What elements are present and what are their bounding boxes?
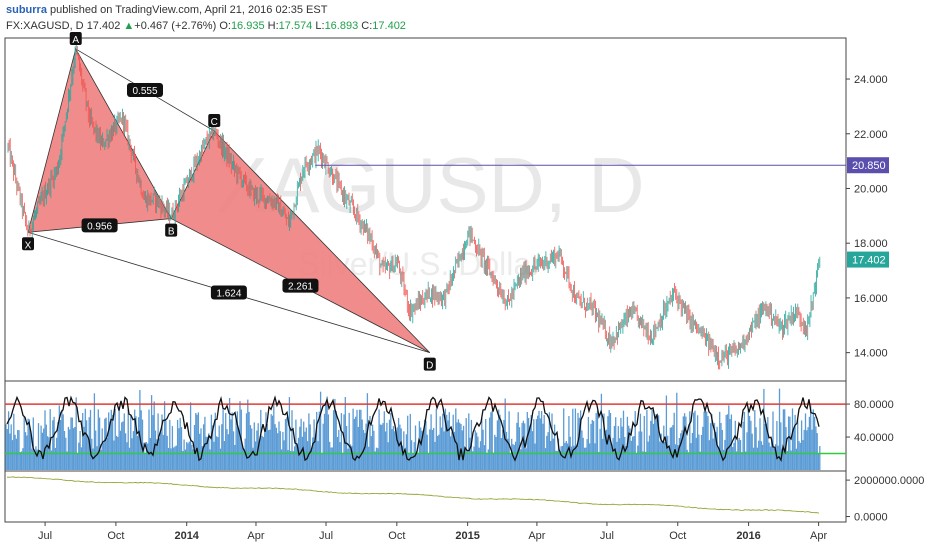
time-tick-label: 2014	[174, 530, 199, 542]
price-change: +0.467 (+2.76%)	[134, 20, 217, 32]
ratio-label-box	[282, 278, 319, 293]
lower-indicator-pane	[7, 476, 820, 514]
point-label-box	[22, 237, 35, 251]
price-tick-label: 18.000	[854, 238, 888, 250]
price-tick-label: 24.000	[854, 74, 888, 86]
price-line-badge	[847, 157, 889, 174]
point-label-box	[165, 223, 178, 237]
publish-info: published on TradingView.com, April 21, …	[50, 4, 328, 16]
time-tick-label: Oct	[107, 530, 124, 542]
high-label: H:	[267, 20, 279, 32]
price-candles	[7, 43, 846, 370]
price-line-label: 20.850	[852, 160, 886, 172]
plot-border	[4, 37, 847, 523]
lower-tick-label: 0.0000	[854, 512, 888, 524]
time-tick-label: Apr	[810, 530, 827, 542]
ratio-label: 2.261	[288, 282, 313, 293]
point-label-b: B	[168, 227, 175, 238]
lower-indicator-line	[7, 476, 820, 514]
price-line-badge	[847, 251, 889, 268]
price-tick-label: 16.000	[854, 293, 888, 305]
time-tick-label: Oct	[669, 530, 686, 542]
price-tick-label: 20.000	[854, 183, 888, 195]
time-tick-label: Jul	[38, 530, 52, 542]
ratio-label-box	[127, 82, 164, 97]
time-tick-label: Jul	[600, 530, 614, 542]
up-arrow-icon: ▲	[123, 20, 135, 32]
ratio-label: 0.555	[132, 86, 157, 97]
time-axis[interactable]: Jul Oct 2014 Apr Jul Oct 2015 Apr Jul Oct 2016 Apr	[38, 522, 827, 542]
ratio-label-box	[210, 285, 247, 300]
point-label-x: X	[25, 240, 32, 251]
oscillator-line	[6, 395, 820, 462]
lower-tick-label: 2000000.0000	[854, 475, 924, 487]
price-line-label: 17.402	[852, 255, 886, 267]
low-value: 16.893	[324, 20, 359, 32]
high-value: 17.574	[278, 20, 313, 32]
symbol-label: FX:XAGUSD, D	[6, 20, 84, 32]
oscillator-pane	[5, 388, 846, 470]
time-tick-label: Jul	[319, 530, 333, 542]
author-link[interactable]: suburra	[6, 4, 47, 16]
pattern-labels: X A B C D 0.555 0.956 1.624 2.261	[22, 31, 436, 372]
point-label-box	[423, 357, 436, 371]
chart-header: suburra published on TradingView.com, Ap…	[6, 2, 846, 34]
ratio-label: 0.956	[87, 221, 112, 232]
close-label: C:	[361, 20, 373, 32]
low-label: L:	[315, 20, 325, 32]
publish-line: suburra published on TradingView.com, Ap…	[6, 2, 846, 18]
close-value: 17.402	[372, 20, 406, 32]
time-tick-label: Apr	[528, 530, 545, 542]
last-price: 17.402	[86, 20, 121, 32]
price-tick-label: 14.000	[854, 348, 888, 360]
ratio-label: 1.624	[216, 288, 241, 299]
chart-frame	[4, 37, 847, 523]
oscillator-tick-label: 80.0000	[854, 399, 894, 411]
open-label: O:	[219, 20, 231, 32]
open-value: 16.935	[230, 20, 265, 32]
time-tick-label: Oct	[388, 530, 405, 542]
price-axis[interactable]: 24.000 22.000 20.000 18.000 16.000 14.000 20.8…	[846, 74, 924, 524]
oscillator-tick-label: 40.0000	[854, 432, 894, 444]
point-label-d: D	[426, 361, 433, 372]
ohlc-line: FX:XAGUSD, D 17.402 ▲+0.467 (+2.76%) O:1…	[6, 18, 846, 34]
time-tick-label: Apr	[247, 530, 264, 542]
price-tick-label: 22.000	[854, 129, 888, 141]
point-label-a: A	[72, 35, 79, 46]
point-label-box	[208, 114, 221, 128]
ratio-label-box	[81, 218, 118, 233]
point-label-box	[69, 31, 82, 45]
time-tick-label: 2016	[736, 530, 760, 542]
time-tick-label: 2015	[455, 530, 479, 542]
point-label-c: C	[211, 117, 218, 128]
